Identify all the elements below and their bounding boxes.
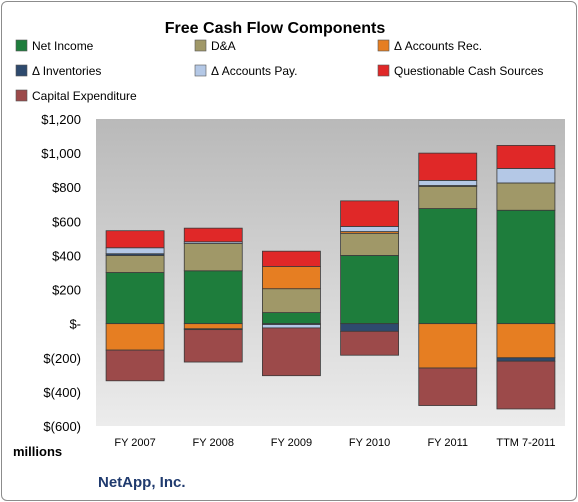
x-tick-label: FY 2009	[271, 437, 312, 449]
bar-net-income-ttm-7-2011	[496, 209, 556, 325]
bar-capital-expenditure-ttm-7-2011	[496, 360, 556, 410]
y-tick-label: $(400)	[43, 385, 81, 400]
bar-accounts-pay-fy-2010	[340, 226, 399, 232]
legend-label-net-income: Net Income	[32, 39, 94, 53]
legend-label-accounts-pay: Δ Accounts Pay.	[211, 64, 298, 78]
bar-capital-expenditure-fy-2011	[418, 367, 478, 406]
x-tick-label: TTM 7-2011	[496, 437, 555, 449]
bar-inventories-fy-2010	[340, 323, 399, 332]
bar-questionable-cash-sources-fy-2011	[418, 152, 478, 181]
bar-capital-expenditure-fy-2010	[340, 330, 399, 356]
bar-accounts-rec-fy-2011	[418, 323, 478, 369]
bar-questionable-cash-sources-fy-2010	[340, 200, 399, 227]
plot-area	[96, 119, 565, 426]
x-tick-label: FY 2010	[349, 437, 390, 449]
bar-net-income-fy-2010	[340, 255, 399, 325]
bar-accounts-rec-fy-2009	[262, 266, 321, 290]
company-name: NetApp, Inc.	[98, 474, 186, 491]
legend-label-accounts-rec: Δ Accounts Rec.	[394, 39, 482, 53]
y-tick-label: $1,200	[41, 112, 81, 127]
legend-swatch-inventories	[15, 64, 28, 77]
legend-label-questionable-cash-sources: Questionable Cash Sources	[394, 64, 543, 78]
legend-swatch-accounts-pay	[194, 64, 207, 77]
bar-questionable-cash-sources-ttm-7-2011	[496, 145, 556, 169]
bar-d-a-fy-2009	[262, 288, 321, 313]
bar-net-income-fy-2009	[262, 312, 321, 325]
y-tick-label: $200	[52, 283, 81, 298]
bar-d-a-ttm-7-2011	[496, 182, 556, 211]
bar-questionable-cash-sources-fy-2007	[105, 230, 165, 249]
bar-questionable-cash-sources-fy-2009	[262, 250, 321, 267]
bar-net-income-fy-2011	[418, 208, 478, 325]
y-tick-label: $(200)	[43, 351, 81, 366]
legend-swatch-accounts-rec	[377, 39, 390, 52]
x-tick-label: FY 2007	[114, 437, 155, 449]
y-tick-label: $-	[69, 317, 81, 332]
bar-accounts-pay-ttm-7-2011	[496, 168, 556, 184]
legend: Net Income D&A Δ Accounts Rec. Δ Inventorie…	[15, 39, 543, 103]
legend-label-capital-expenditure: Capital Expenditure	[32, 89, 137, 103]
bar-d-a-fy-2010	[340, 232, 399, 256]
bar-accounts-rec-fy-2008	[183, 323, 243, 330]
bar-d-a-fy-2007	[105, 255, 165, 273]
chart-title: Free Cash Flow Components	[165, 20, 386, 37]
bar-accounts-rec-fy-2007	[105, 323, 165, 351]
legend-label-d-a: D&A	[211, 39, 236, 53]
bar-net-income-fy-2008	[183, 270, 243, 325]
y-tick-label: $1,000	[41, 146, 81, 161]
unit-label: millions	[13, 444, 62, 459]
bar-capital-expenditure-fy-2009	[262, 327, 321, 377]
bar-d-a-fy-2011	[418, 185, 478, 209]
legend-label-inventories: Δ Inventories	[32, 64, 101, 78]
bar-capital-expenditure-fy-2008	[183, 329, 243, 363]
bar-accounts-pay-fy-2009	[262, 324, 321, 329]
x-tick-label: FY 2011	[427, 437, 468, 449]
y-tick-label: $600	[52, 214, 81, 229]
bar-accounts-rec-ttm-7-2011	[496, 323, 556, 359]
bar-inventories-ttm-7-2011	[496, 357, 556, 362]
legend-swatch-capital-expenditure	[15, 89, 28, 102]
bar-net-income-fy-2007	[105, 272, 165, 325]
legend-swatch-d-a	[194, 39, 207, 52]
y-tick-label: $(600)	[43, 419, 81, 434]
bar-accounts-pay-fy-2007	[105, 247, 165, 255]
y-tick-label: $400	[52, 248, 81, 263]
legend-swatch-net-income	[15, 39, 28, 52]
bar-capital-expenditure-fy-2007	[105, 349, 165, 382]
y-tick-label: $800	[52, 180, 81, 195]
bar-accounts-pay-fy-2011	[418, 179, 478, 186]
x-axis: FY 2007 FY 2008 FY 2009 FY 2010 FY 2011 TTM 7…	[114, 437, 555, 449]
y-axis: $(600) $(400) $(200) $- $200 $400 $600 $800 $1,0…	[41, 112, 81, 434]
legend-swatch-questionable-cash-sources	[377, 64, 390, 77]
x-tick-label: FY 2008	[193, 437, 234, 449]
bar-series	[105, 145, 556, 410]
bar-questionable-cash-sources-fy-2008	[183, 227, 243, 243]
bar-d-a-fy-2008	[183, 243, 243, 272]
